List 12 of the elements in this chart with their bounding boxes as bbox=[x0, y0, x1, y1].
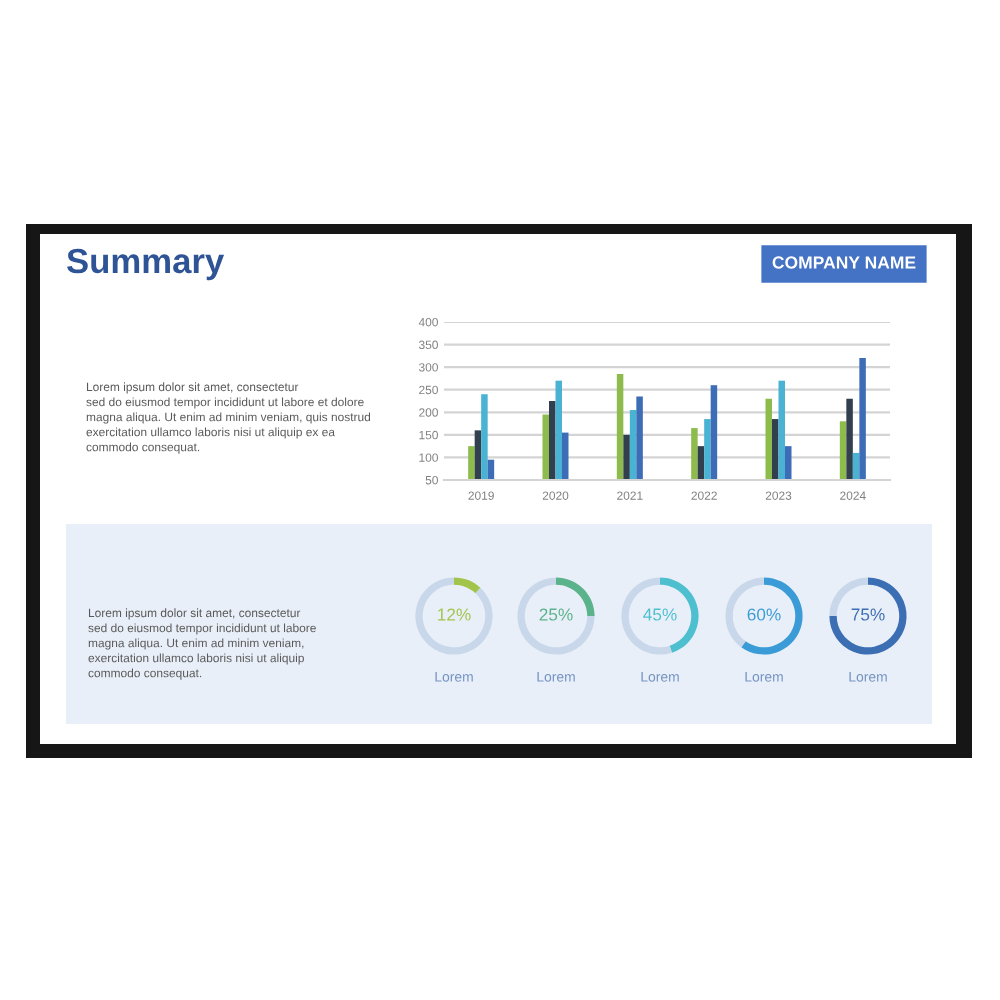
data-label: 75% bbox=[851, 608, 885, 621]
text: COMPANY NAME bbox=[772, 256, 916, 269]
donut-slice bbox=[454, 577, 481, 594]
donut-slice bbox=[741, 577, 803, 655]
data-label: 12% bbox=[438, 608, 471, 621]
donut-slice bbox=[517, 577, 595, 655]
text: Summary bbox=[67, 248, 225, 281]
data-label: 25% bbox=[539, 608, 573, 621]
donut-slice bbox=[415, 577, 493, 655]
donut-slice bbox=[829, 577, 907, 655]
data-label: 60% bbox=[747, 608, 781, 621]
data-label: 45% bbox=[643, 608, 677, 621]
